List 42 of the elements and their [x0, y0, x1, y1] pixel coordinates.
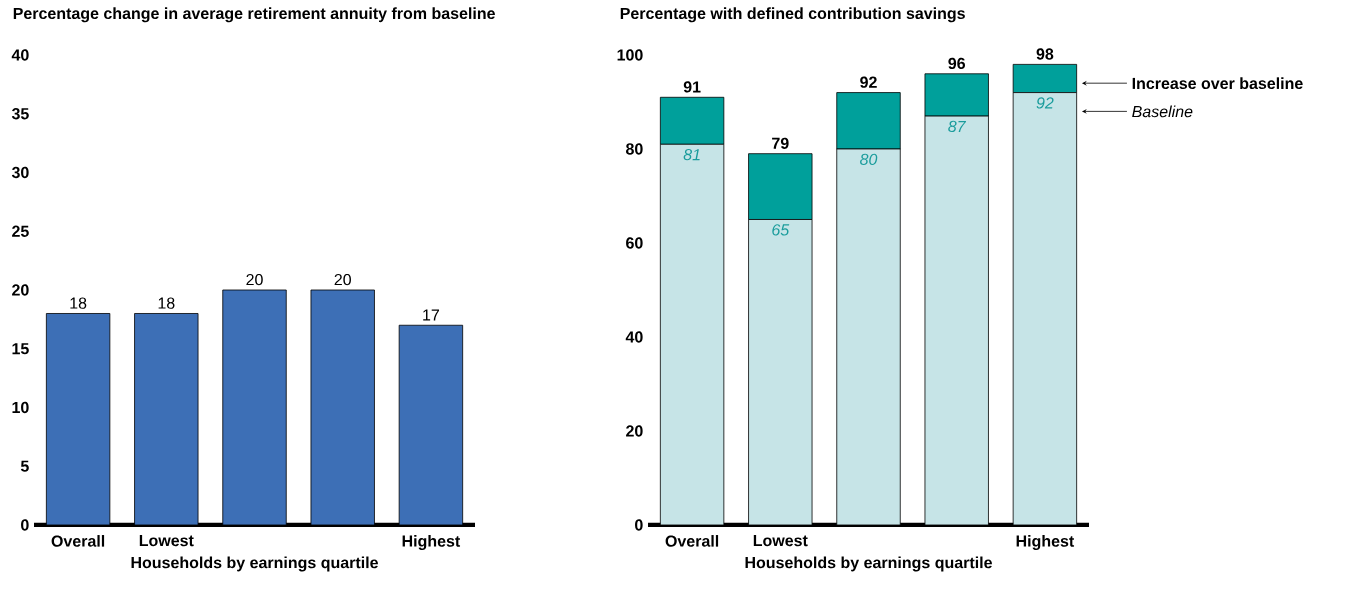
- y-tick-label: 15: [12, 343, 29, 355]
- data-label: 65: [772, 224, 790, 236]
- legend-label: Baseline: [1132, 105, 1193, 118]
- y-tick-label: 5: [20, 460, 29, 472]
- y-tick-label: 60: [626, 237, 643, 249]
- y-tick-label: 35: [11, 108, 29, 120]
- total-label: 96: [948, 57, 966, 70]
- y-tick-label: 40: [625, 331, 643, 343]
- data-label: 18: [70, 297, 87, 309]
- data-label: 80: [860, 153, 878, 166]
- x-tick-label: Highest: [402, 535, 461, 551]
- data-label: 87: [948, 120, 967, 133]
- data-label: 20: [334, 273, 351, 286]
- x-tick-label: Overall: [665, 535, 719, 547]
- chart-title: Percentage change in average retirement annuity from baseline: [13, 7, 495, 23]
- y-tick-label: 10: [12, 401, 29, 414]
- x-tick-label: Highest: [1016, 535, 1075, 551]
- x-axis-title: Households by earnings quartile: [131, 556, 378, 572]
- total-label: 91: [683, 81, 701, 93]
- y-tick-label: 20: [12, 284, 29, 296]
- x-tick-label: Lowest: [139, 535, 194, 547]
- data-label: 81: [683, 148, 700, 161]
- total-label: 79: [772, 137, 789, 149]
- data-label: 18: [158, 297, 175, 309]
- data-label: 92: [1036, 97, 1054, 109]
- chart-title: Percentage with defined contribution savings: [620, 7, 965, 23]
- y-tick-label: 30: [11, 166, 29, 179]
- x-axis-title: Households by earnings quartile: [745, 556, 992, 572]
- y-tick-label: 80: [626, 143, 643, 155]
- data-label: 20: [246, 273, 263, 286]
- total-label: 92: [860, 76, 877, 88]
- y-tick-label: 0: [635, 519, 643, 531]
- y-tick-label: 20: [626, 425, 643, 437]
- total-label: 98: [1036, 48, 1054, 60]
- y-tick-label: 25: [12, 225, 29, 237]
- y-tick-label: 40: [11, 49, 29, 61]
- x-tick-label: Overall: [51, 535, 105, 547]
- y-tick-label: 0: [21, 519, 29, 531]
- legend-label: Increase over baseline: [1132, 77, 1303, 90]
- data-label: 17: [423, 309, 439, 321]
- x-tick-label: Lowest: [753, 535, 808, 547]
- y-tick-label: 100: [617, 49, 643, 61]
